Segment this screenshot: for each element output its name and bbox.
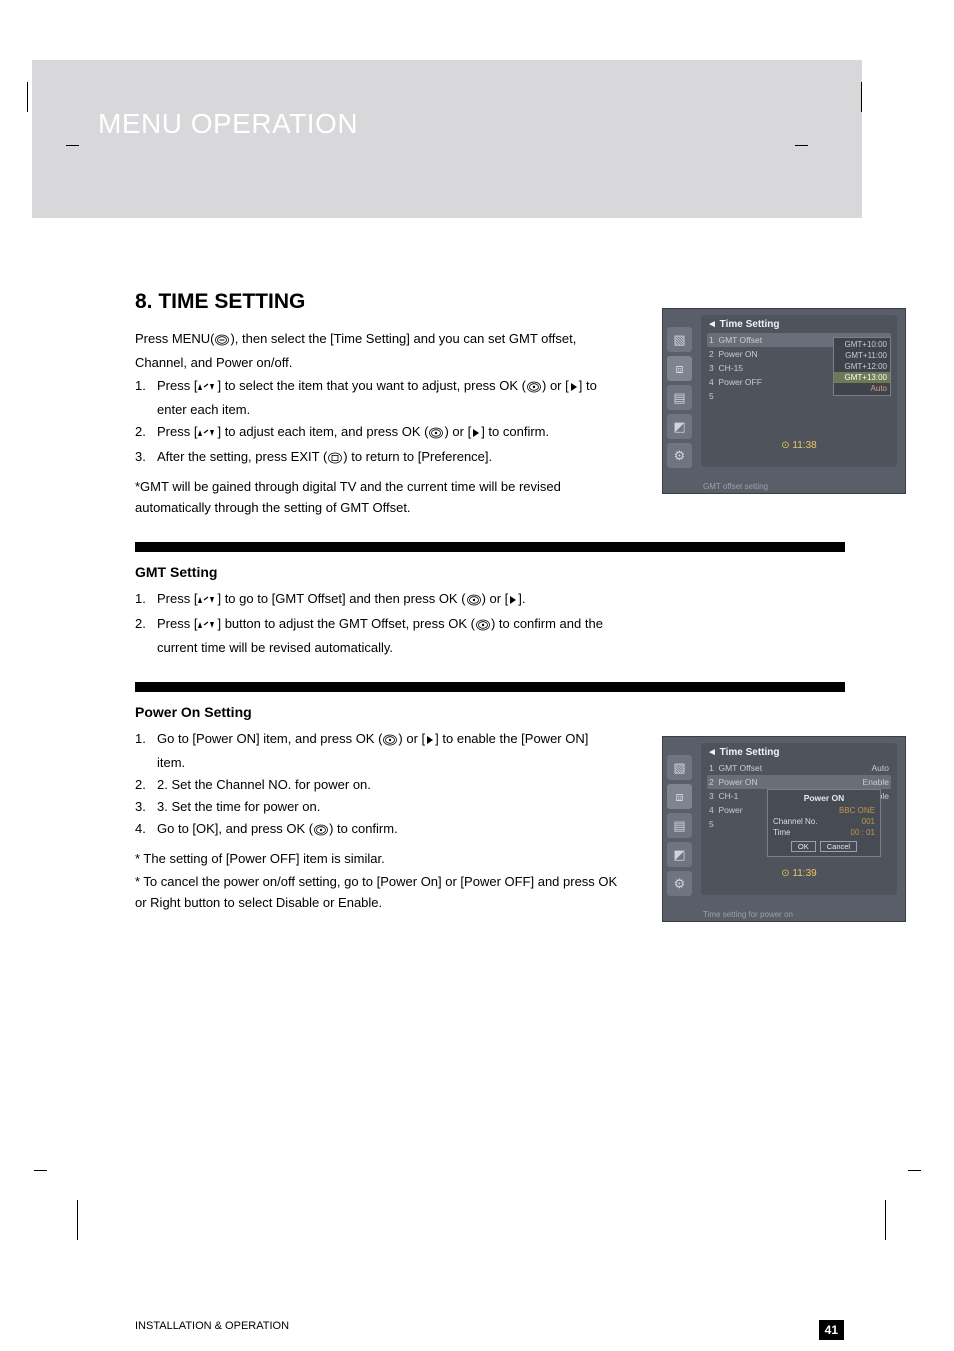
side-icon: ⧈ (667, 356, 692, 381)
side-icon: ▤ (667, 385, 692, 410)
osd-title: ◄ Time Setting (707, 319, 891, 330)
osd-dropdown: GMT+10:00 GMT+11:00 GMT+12:00 GMT+13:00 … (833, 337, 891, 396)
osd-cancel-button: Cancel (820, 841, 857, 852)
separator-bar (135, 542, 845, 552)
osd-sidebar: ▧ ⧈ ▤ ◩ ⚙ (667, 327, 697, 472)
step-3: 3. After the setting, press EXIT () to r… (135, 446, 620, 470)
ok-icon (475, 616, 491, 637)
osd-title: ◄ Time Setting (707, 747, 891, 758)
right-icon (569, 377, 579, 398)
right-icon (471, 423, 481, 444)
pon-step-2: 2.2. Set the Channel NO. for power on. (135, 774, 620, 795)
osd-clock: ⊙ 11:39 (701, 868, 897, 879)
subheading-poweron: Power On Setting (135, 704, 890, 720)
screenshot-gmt-offset: ▧ ⧈ ▤ ◩ ⚙ ◄ Time Setting 1 GMT OffsetAut… (662, 308, 906, 494)
pon-note1: * The setting of [Power OFF] item is sim… (135, 848, 620, 869)
osd-popup: Power ON BBC ONE Channel No.001 Time00 :… (767, 789, 881, 857)
osd-row: 2 Power ONEnable (707, 775, 891, 789)
crop-tick-bottom-right (885, 1200, 886, 1240)
updown-icon (197, 616, 217, 637)
pon-step-4: 4. Go to [OK], and press OK () to confir… (135, 818, 620, 842)
side-icon: ⚙ (667, 871, 692, 896)
osd-panel: ◄ Time Setting 1 GMT OffsetAuto 2 Power … (701, 315, 897, 467)
subheading-gmt: GMT Setting (135, 564, 890, 580)
side-icon: ⧈ (667, 784, 692, 809)
footer-text: INSTALLATION & OPERATION (135, 1320, 289, 1340)
header-band: MENU OPERATION (32, 60, 862, 218)
side-icon: ⚙ (667, 443, 692, 468)
note-gmt: *GMT will be gained through digital TV a… (135, 476, 620, 518)
exit-icon (327, 449, 343, 470)
osd-hint: GMT offset setting (703, 482, 768, 491)
crop-tick-left (27, 82, 39, 112)
side-icon: ▤ (667, 813, 692, 838)
crop-mark-bottom-right (908, 1170, 921, 1171)
ok-icon (428, 424, 444, 445)
gmt-step-2: 2. Press [] button to adjust the GMT Off… (135, 613, 620, 658)
updown-icon (197, 591, 217, 612)
osd-sidebar: ▧ ⧈ ▤ ◩ ⚙ (667, 755, 697, 900)
osd-hint: Time setting for power on (703, 910, 793, 919)
body: 8. TIME SETTING Press MENU(), then selec… (75, 218, 890, 913)
side-icon: ▧ (667, 327, 692, 352)
right-icon (508, 590, 518, 611)
screenshot-power-on: ▧ ⧈ ▤ ◩ ⚙ ◄ Time Setting 1 GMT OffsetAut… (662, 736, 906, 922)
page-title: MENU OPERATION (98, 108, 358, 140)
crop-mark-right (795, 145, 808, 146)
side-icon: ▧ (667, 755, 692, 780)
updown-icon (197, 378, 217, 399)
gmt-step-1: 1. Press [] to go to [GMT Offset] and th… (135, 588, 620, 612)
ok-icon (526, 378, 542, 399)
osd-row: 1 GMT OffsetAuto (707, 761, 891, 775)
step-1: 1. Press [] to select the item that you … (135, 375, 620, 420)
page-container: MENU OPERATION 8. TIME SETTING Press MEN… (75, 60, 890, 915)
osd-clock: ⊙ 11:38 (701, 440, 897, 451)
side-icon: ◩ (667, 842, 692, 867)
updown-icon (197, 424, 217, 445)
intro-text: Press MENU(), then select the [Time Sett… (135, 328, 620, 373)
pon-step-3: 3.3. Set the time for power on. (135, 796, 620, 817)
osd-ok-button: OK (791, 841, 816, 852)
crop-tick-right (850, 82, 862, 112)
crop-mark-bottom-left (34, 1170, 47, 1171)
side-icon: ◩ (667, 414, 692, 439)
separator-bar (135, 682, 845, 692)
right-icon (425, 730, 435, 751)
pon-step-1: 1. Go to [Power ON] item, and press OK (… (135, 728, 620, 773)
ok-icon (466, 591, 482, 612)
osd-panel: ◄ Time Setting 1 GMT OffsetAuto 2 Power … (701, 743, 897, 895)
pon-note2: * To cancel the power on/off setting, go… (135, 871, 620, 913)
menu-icon (214, 331, 230, 352)
ok-icon (382, 731, 398, 752)
ok-icon (313, 821, 329, 842)
page-number: 41 (819, 1320, 844, 1340)
crop-mark-left (66, 145, 79, 146)
page-footer: INSTALLATION & OPERATION 41 (135, 1320, 844, 1340)
crop-tick-bottom-left (77, 1200, 78, 1240)
step-2: 2. Press [] to adjust each item, and pre… (135, 421, 620, 445)
